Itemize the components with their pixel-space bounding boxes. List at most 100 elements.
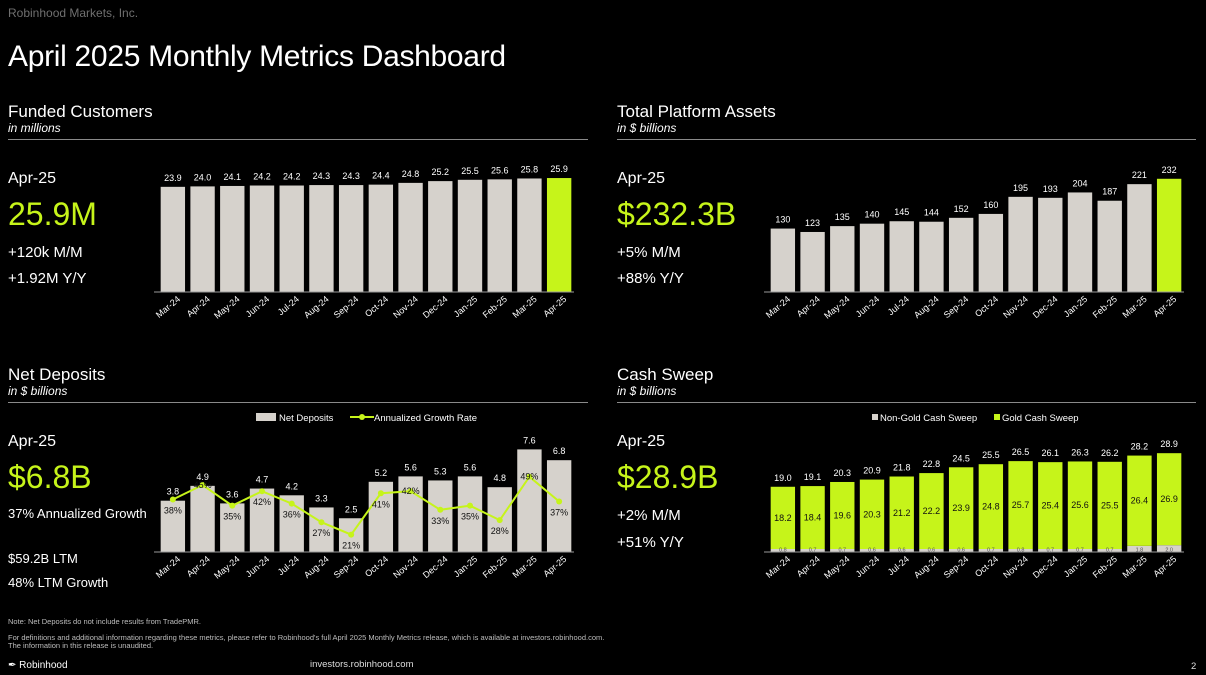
bar: [457, 476, 483, 552]
funded-customers-chart: 23.9 24.0 24.1 24.2 24.2 24.3 24.3 24.4 24.8 25.2…: [154, 164, 574, 321]
sweep-period: Apr-25: [617, 433, 666, 450]
growth-rate-label: 35%: [461, 512, 479, 522]
bar-non-gold: [919, 549, 944, 552]
data-label: 25.6: [491, 165, 509, 175]
bar: [309, 185, 334, 292]
bar: [1067, 192, 1093, 292]
non-gold-label: 0.6: [868, 548, 876, 554]
bar-gold: [889, 476, 914, 549]
funded-divider: [8, 139, 588, 140]
x-tick-label: Jan-25: [1062, 294, 1090, 319]
data-label: 24.3: [342, 171, 360, 181]
deposits-subtitle: in $ billions: [8, 384, 68, 398]
total-label: 20.3: [834, 468, 852, 478]
x-tick-label: Jan-25: [452, 294, 480, 319]
bar: [338, 185, 364, 292]
non-gold-label: 0.6: [898, 548, 906, 554]
feather-icon: ✒: [8, 660, 17, 671]
bar: [546, 178, 572, 292]
data-label: 23.9: [164, 173, 182, 183]
gold-label: 25.6: [1071, 500, 1089, 510]
x-tick-label: Nov-24: [391, 294, 420, 320]
bar: [800, 231, 825, 292]
data-label: 130: [775, 215, 790, 225]
data-label: 5.3: [434, 466, 447, 476]
data-label: 24.1: [224, 172, 242, 182]
net-deposits-chart: Net Deposits Annualized Growth Rate 3.8 4.9…: [154, 413, 574, 581]
legend-gold: Gold Cash Sweep: [1002, 413, 1079, 424]
data-label: 193: [1043, 184, 1058, 194]
non-gold-label: 0.6: [957, 548, 965, 554]
funded-period: Apr-25: [8, 170, 57, 187]
data-label: 160: [983, 200, 998, 210]
page-number: 2: [1191, 661, 1197, 672]
x-tick-label: Mar-24: [154, 554, 182, 580]
bar-gold: [1127, 455, 1152, 546]
total-label: 21.8: [893, 463, 911, 473]
bar: [428, 181, 453, 292]
platform-assets-chart: 130 123 135 140 145 144 152 160 195 193 204 187 221 2…: [764, 165, 1184, 321]
growth-rate-point: [229, 502, 236, 509]
non-gold-label: 0.7: [809, 548, 817, 554]
gold-label: 26.4: [1131, 496, 1149, 506]
sweep-mom: +2% M/M: [617, 507, 681, 524]
bar: [190, 485, 215, 552]
data-label: 187: [1102, 187, 1117, 197]
x-tick-label: Sep-24: [942, 294, 971, 320]
total-label: 19.1: [804, 472, 822, 482]
total-label: 26.1: [1042, 448, 1060, 458]
x-tick-label: May-24: [822, 294, 851, 321]
bar: [160, 186, 186, 292]
robinhood-logo: ✒ Robinhood: [8, 660, 68, 671]
total-label: 28.2: [1131, 442, 1149, 452]
x-tick-label: Jan-25: [1062, 554, 1090, 579]
page-title: April 2025 Monthly Metrics Dashboard: [8, 40, 506, 73]
data-label: 140: [864, 210, 879, 220]
deposits-divider: [8, 402, 588, 403]
x-tick-label: May-24: [212, 294, 241, 321]
bar: [889, 221, 914, 292]
footer-url[interactable]: investors.robinhood.com: [310, 659, 414, 670]
bar: [428, 480, 453, 552]
bar: [1156, 178, 1182, 292]
x-tick-label: Mar-25: [1120, 294, 1148, 320]
bar-gold: [770, 486, 796, 549]
bar: [368, 184, 394, 292]
deposits-period: Apr-25: [8, 433, 57, 450]
x-tick-label: Oct-24: [973, 294, 1000, 319]
bar-gold: [859, 479, 885, 549]
x-tick-label: Oct-24: [973, 554, 1000, 579]
bar: [279, 185, 304, 292]
data-label: 2.5: [345, 504, 358, 514]
data-label: 24.3: [313, 171, 331, 181]
data-label: 25.5: [461, 166, 479, 176]
data-label: 25.2: [432, 167, 450, 177]
legend-swatch-net-deposits: [256, 413, 276, 421]
non-gold-label: 0.7: [987, 548, 995, 554]
x-tick-label: Apr-25: [541, 294, 568, 319]
sweep-yoy: +51% Y/Y: [617, 534, 684, 551]
assets-divider: [617, 139, 1196, 140]
data-label: 195: [1013, 183, 1028, 193]
bar: [859, 223, 885, 292]
non-gold-label: 0.8: [779, 548, 787, 554]
growth-rate-label: 49%: [520, 472, 538, 482]
gold-label: 25.7: [1012, 500, 1030, 510]
deposits-ltm-growth: 48% LTM Growth: [8, 575, 109, 590]
x-tick-label: Nov-24: [1001, 554, 1030, 580]
bar-non-gold: [770, 549, 796, 552]
legend-non-gold: Non-Gold Cash Sweep: [880, 413, 977, 424]
growth-rate-point: [318, 519, 325, 526]
bar-gold: [1097, 461, 1122, 549]
assets-value: $232.3B: [617, 196, 737, 232]
logo-text: Robinhood: [19, 660, 68, 671]
note-definitions: For definitions and additional informati…: [8, 633, 605, 642]
x-tick-label: Apr-25: [541, 554, 568, 579]
data-label: 5.6: [404, 462, 417, 472]
growth-rate-point: [169, 496, 176, 503]
bar-gold: [1067, 461, 1093, 549]
total-label: 26.3: [1071, 447, 1089, 457]
data-label: 5.6: [464, 462, 477, 472]
x-tick-label: Mar-24: [764, 294, 792, 320]
bar-gold: [830, 481, 855, 549]
